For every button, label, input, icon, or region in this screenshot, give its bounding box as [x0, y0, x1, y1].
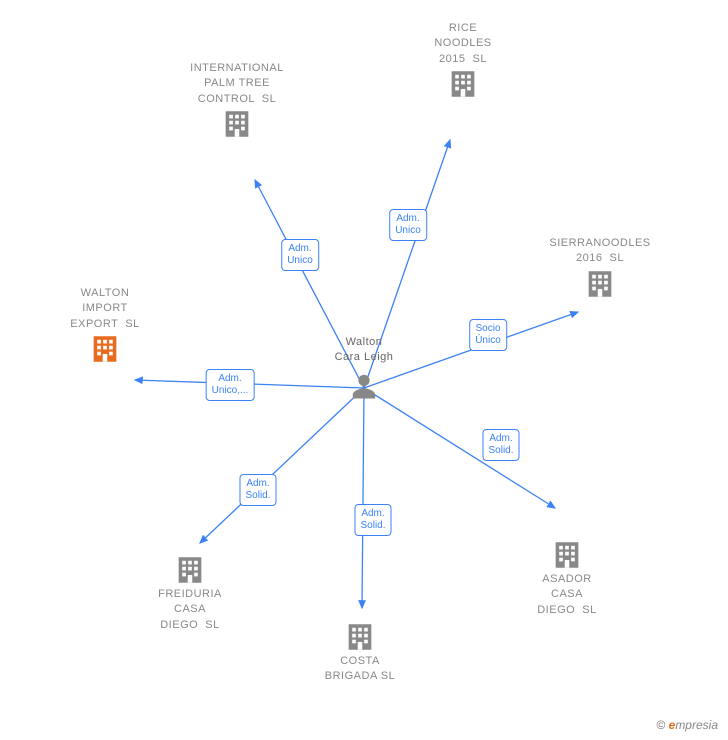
edge-label: Adm. Solid.	[482, 429, 519, 461]
center-node[interactable]: Walton Cara Leigh	[324, 335, 404, 402]
building-icon	[535, 267, 665, 301]
building-icon	[398, 67, 528, 101]
brand-rest: mpresia	[675, 718, 718, 732]
building-icon	[172, 107, 302, 141]
company-label: INTERNATIONAL PALM TREE CONTROL SL	[172, 61, 302, 107]
company-node-walton_import[interactable]: WALTON IMPORT EXPORT SL	[40, 286, 170, 366]
building-icon	[125, 553, 255, 587]
company-label: RICE NOODLES 2015 SL	[398, 21, 528, 67]
company-label: WALTON IMPORT EXPORT SL	[40, 286, 170, 332]
edge-label: Adm. Unico,...	[206, 369, 255, 401]
edge-line	[362, 388, 364, 608]
edge-line	[200, 388, 364, 543]
company-node-rice_noodles[interactable]: RICE NOODLES 2015 SL	[398, 21, 528, 101]
copyright: © empresia	[656, 718, 718, 732]
person-icon	[349, 370, 379, 402]
company-node-intl_palm[interactable]: INTERNATIONAL PALM TREE CONTROL SL	[172, 61, 302, 141]
company-label: SIERRANOODLES 2016 SL	[535, 236, 665, 267]
company-label: COSTA BRIGADA SL	[295, 654, 425, 685]
building-icon	[502, 538, 632, 572]
company-node-sierranoodles[interactable]: SIERRANOODLES 2016 SL	[535, 236, 665, 301]
building-icon	[295, 620, 425, 654]
center-label: Walton Cara Leigh	[324, 335, 404, 366]
company-node-asador[interactable]: ASADOR CASA DIEGO SL	[502, 538, 632, 618]
company-label: FREIDURIA CASA DIEGO SL	[125, 587, 255, 633]
company-node-freiduria[interactable]: FREIDURIA CASA DIEGO SL	[125, 553, 255, 633]
edge-label: Socio Único	[469, 319, 507, 351]
copyright-symbol: ©	[656, 718, 665, 732]
edge-label: Adm. Solid.	[239, 474, 276, 506]
edge-label: Adm. Solid.	[354, 504, 391, 536]
edge-label: Adm. Unico	[389, 209, 427, 241]
edge-label: Adm. Unico	[281, 239, 319, 271]
edge-line	[364, 388, 555, 508]
building-icon	[40, 332, 170, 366]
company-label: ASADOR CASA DIEGO SL	[502, 572, 632, 618]
company-node-costa[interactable]: COSTA BRIGADA SL	[295, 620, 425, 685]
